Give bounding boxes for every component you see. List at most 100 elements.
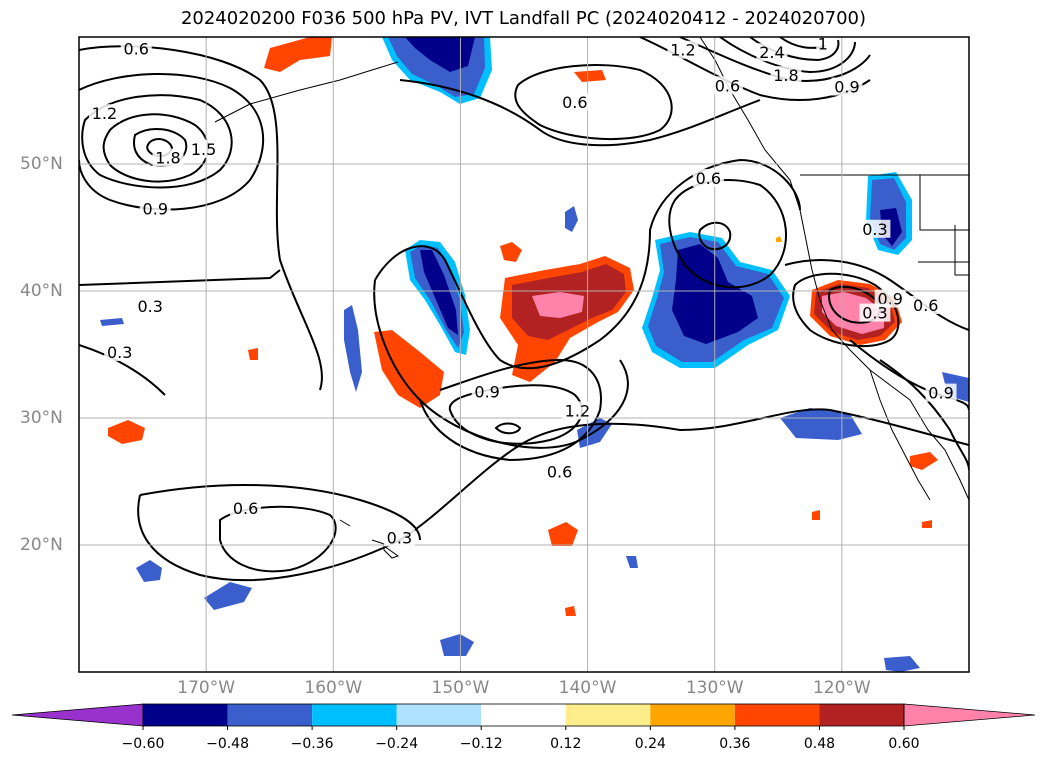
pv-contour — [399, 79, 761, 147]
pv-contour — [719, 37, 856, 74]
colorbar-tick-label: −0.36 — [290, 736, 334, 752]
contour-label: 0.9 — [834, 78, 859, 97]
pv-patch-positive — [574, 70, 606, 82]
colorbar-segment — [734, 704, 820, 726]
contour-label-background — [383, 528, 415, 547]
longitude-tick-label: 130°W — [685, 678, 744, 698]
colorbar-tick-label: −0.24 — [375, 736, 419, 752]
colorbar-segment — [312, 704, 397, 726]
contour-label: 0.6 — [696, 169, 721, 188]
contour-label-background — [230, 499, 262, 518]
coastline — [869, 369, 931, 501]
latitude-tick-label: 30°N — [20, 408, 63, 428]
coastline — [699, 37, 969, 501]
pv-contour — [419, 358, 602, 462]
contour-label-background — [692, 168, 724, 187]
pv-patch-positive — [108, 420, 145, 444]
colorbar — [11, 703, 1036, 730]
colorbar-tick-label: 0.36 — [719, 736, 751, 752]
pv-contour — [79, 45, 323, 391]
pv-contour — [879, 359, 969, 471]
contour-label: 0.3 — [387, 528, 412, 547]
contour-label: 0.3 — [137, 297, 162, 316]
contour-label: 1.8 — [155, 149, 180, 168]
contour-label: 1 — [818, 34, 828, 53]
colorbar-segment — [396, 704, 482, 726]
pv-patch-negative — [420, 250, 458, 335]
contour-label: 0.9 — [143, 199, 168, 218]
contour-label-background — [910, 295, 942, 314]
pv-contour — [374, 158, 801, 370]
contour-label: 1.8 — [773, 66, 798, 85]
colorbar-tick-label: −0.48 — [206, 736, 249, 752]
contour-label-background — [667, 40, 699, 59]
contour-label: 0.9 — [928, 384, 953, 403]
longitude-tick-label: 150°W — [431, 678, 490, 698]
pv-contour — [784, 259, 969, 331]
pv-patch-positive — [776, 236, 782, 242]
colorbar-extend-max — [903, 703, 1036, 727]
contour-label-background — [859, 219, 891, 238]
pv-contour — [79, 344, 166, 396]
colorbar-outline — [142, 703, 905, 727]
pv-patch-positive — [248, 348, 258, 360]
contour-label: 1.2 — [92, 104, 117, 123]
contour-label: 0.6 — [123, 39, 148, 58]
contour-label: 0.6 — [233, 499, 258, 518]
pv-patch-negative — [405, 37, 475, 72]
pv-contour — [668, 179, 787, 289]
gridline-layer — [79, 37, 969, 672]
contour-label-background — [134, 297, 166, 316]
contour-label: 0.6 — [913, 296, 938, 315]
pv-patch-negative — [100, 318, 124, 326]
contour-label-background — [544, 462, 576, 481]
contour-label: 2.4 — [759, 43, 784, 62]
contour-label: 0.3 — [862, 304, 887, 323]
pv-patch-negative — [204, 582, 252, 610]
pv-patch-positive — [264, 37, 332, 72]
pv-contour — [137, 408, 969, 582]
contour-label-background — [831, 77, 863, 96]
contour-label-background — [756, 43, 788, 62]
contour-label-background — [188, 139, 220, 158]
latitude-tick-label: 50°N — [20, 154, 63, 174]
coastline-layer — [214, 37, 969, 559]
colorbar-tick-label: 0.48 — [803, 736, 836, 752]
colorbar-segment — [227, 704, 313, 726]
contour-label-background — [559, 92, 591, 111]
colorbar-segment — [565, 704, 651, 726]
pv-patch-negative — [136, 560, 162, 582]
colorbar-segment — [819, 704, 904, 726]
latitude-tick-label: 20°N — [20, 535, 63, 555]
contour-label: 0.9 — [474, 382, 499, 401]
contour-label-background — [859, 303, 891, 322]
pv-contour-layer — [79, 37, 969, 582]
contour-label-layer: 0.6 1.2 1.8 1.5 0.9 0.3 0.3 0.9 1.2 0.6 0.6 0.3 0.6 0… — [88, 34, 957, 547]
pv-patch-negative — [565, 206, 578, 232]
contour-label-background — [104, 342, 136, 361]
map-frame — [78, 36, 970, 673]
pv-contour — [494, 422, 522, 435]
colorbar-segment — [143, 704, 228, 726]
pv-contour — [79, 72, 265, 211]
pv-contour — [792, 272, 900, 347]
contour-label-background — [88, 104, 120, 123]
pv-contour — [698, 221, 732, 251]
pv-patch-positive — [910, 452, 938, 470]
colorbar-tick-label: 0.24 — [634, 736, 666, 752]
longitude-tick-label: 170°W — [177, 678, 236, 698]
contour-label-background — [711, 76, 743, 95]
colorbar-tick-label: 0.12 — [550, 736, 582, 752]
contour-label: 0.6 — [547, 462, 572, 481]
pv-contour — [139, 484, 421, 541]
contour-label-background — [770, 66, 802, 85]
contour-label-background — [874, 289, 906, 308]
contour-label: 0.6 — [562, 93, 587, 112]
pv-patch-positive — [500, 242, 522, 262]
contour-label: 0.3 — [107, 343, 132, 362]
contour-label-background — [925, 383, 957, 402]
pv-patch-positive — [565, 606, 576, 616]
coastline — [214, 61, 399, 123]
contour-label-background — [471, 382, 503, 401]
longitude-tick-label: 160°W — [304, 678, 363, 698]
